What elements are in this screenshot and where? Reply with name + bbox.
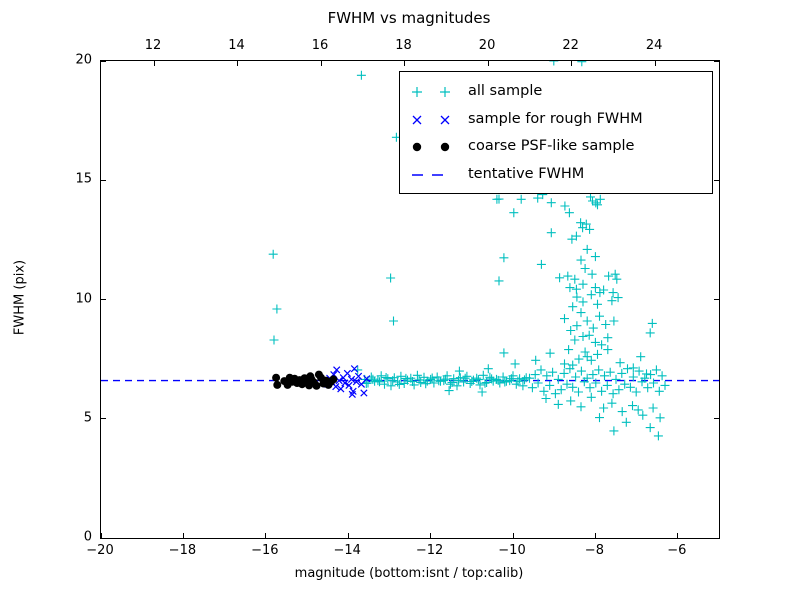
tick-mark: [101, 60, 106, 62]
top-tick-label: 18: [395, 38, 412, 53]
dashed-line-icon: [408, 167, 454, 181]
legend-label: sample for rough FWHM: [468, 110, 643, 127]
tick-mark: [237, 61, 239, 66]
tick-mark: [571, 61, 573, 66]
legend-label: tentative FWHM: [468, 166, 585, 183]
dot-marker-icon: [408, 139, 454, 153]
top-tick-label: 12: [144, 38, 162, 53]
tick-mark: [320, 61, 322, 66]
x-tick-label: −6: [667, 543, 687, 558]
tick-mark: [654, 61, 656, 66]
x-axis-label: magnitude (bottom:isnt / top:calib): [294, 566, 524, 581]
y-tick-label: 0: [83, 529, 92, 545]
tick-mark: [594, 533, 596, 538]
legend-item-tentative-fwhm: tentative FWHM: [408, 160, 704, 188]
tick-mark: [100, 533, 102, 538]
legend-item-all-sample: all sample: [408, 77, 704, 105]
tick-mark: [101, 418, 106, 420]
scatter-canvas: [101, 61, 719, 441]
legend-item-rough-fwhm: sample for rough FWHM: [408, 105, 704, 133]
x-marker-icon: [408, 112, 454, 126]
tick-mark: [404, 61, 406, 66]
tick-mark: [714, 299, 719, 300]
all-sample-points: [268, 61, 670, 441]
x-tick-label: −8: [584, 543, 604, 558]
x-tick-label: −18: [168, 543, 197, 558]
x-tick-label: −20: [86, 543, 114, 558]
coarse-psf-point: [312, 381, 321, 390]
top-tick-label: 16: [311, 38, 329, 53]
top-tick-label: 14: [228, 38, 245, 53]
x-tick-label: −14: [333, 543, 361, 558]
tick-mark: [265, 533, 267, 538]
tick-mark: [347, 533, 349, 538]
tick-mark: [101, 537, 106, 539]
x-tick-label: −12: [415, 543, 444, 558]
tick-mark: [430, 533, 432, 538]
chart-title: FWHM vs magnitudes: [327, 9, 491, 27]
tick-mark: [714, 60, 719, 62]
y-tick-label: 20: [75, 52, 92, 68]
tick-mark: [714, 418, 719, 420]
top-tick-label: 20: [478, 38, 496, 53]
legend-label: coarse PSF-like sample: [468, 138, 635, 155]
tick-mark: [512, 533, 514, 538]
tick-mark: [101, 179, 106, 181]
top-tick-label: 22: [562, 38, 579, 53]
x-tick-label: −16: [251, 543, 279, 558]
top-tick-label: 24: [645, 38, 663, 53]
plot-area: all sample sample for rough FWHM coar: [100, 60, 720, 539]
tick-mark: [487, 61, 489, 66]
tick-mark: [714, 179, 719, 181]
tick-mark: [153, 61, 155, 66]
tick-mark: [101, 299, 106, 300]
tick-mark: [677, 533, 679, 538]
plus-marker-icon: [408, 84, 454, 98]
y-tick-label: 10: [75, 291, 92, 306]
coarse-psf-point: [272, 373, 281, 382]
tick-mark: [714, 537, 719, 539]
legend-item-coarse-psf: coarse PSF-like sample: [408, 133, 704, 161]
coarse-psf-point: [273, 380, 282, 389]
legend: all sample sample for rough FWHM coar: [399, 71, 713, 194]
y-tick-label: 5: [83, 410, 92, 426]
coarse-psf-point: [329, 375, 338, 384]
x-tick-label: −10: [498, 543, 526, 558]
tick-mark: [182, 533, 184, 538]
y-tick-label: 15: [75, 171, 92, 187]
legend-label: all sample: [468, 82, 543, 99]
